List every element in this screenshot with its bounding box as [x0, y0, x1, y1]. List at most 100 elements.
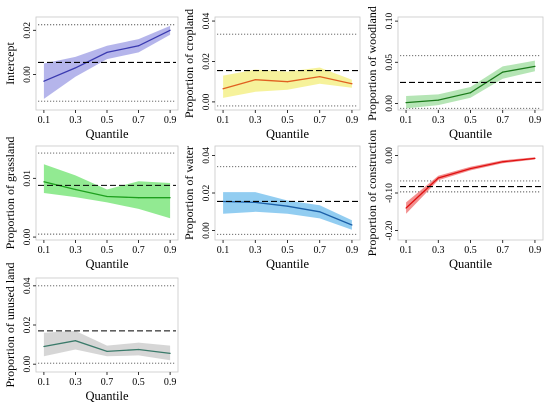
- chart-panel-5: 0.00 0.02 0.04 0.1 0.3 0.5 0.7 0.9 Proportion of…: [182, 145, 361, 271]
- y-tick-label: 0.00: [23, 356, 33, 373]
- x-tick-label: 0.5: [132, 377, 145, 388]
- chart-panel-3: 0.00 0.05 0.10 0.1 0.3 0.5 0.7 0.9 Proportion of…: [365, 6, 544, 141]
- data-point: [169, 197, 171, 199]
- y-axis-label: Proportion of cropland: [182, 9, 196, 118]
- x-tick-label: 0.1: [38, 245, 51, 256]
- y-tick-label: -0.10: [385, 183, 395, 203]
- y-axis-label: Proportion of water: [182, 146, 196, 240]
- x-tick-label: 0.1: [217, 245, 230, 256]
- y-tick-label: 0.04: [23, 277, 33, 294]
- chart-panel-7: 0.00 0.02 0.04 0.1 0.3 0.7 0.5 0.9 Proportion of…: [3, 263, 179, 403]
- x-tick-label: 0.1: [400, 115, 413, 126]
- x-tick-label: 0.5: [464, 245, 477, 256]
- data-point: [169, 352, 171, 354]
- y-tick-label: 0.00: [23, 66, 33, 83]
- data-point: [405, 101, 407, 104]
- x-tick-label: 0.7: [496, 245, 509, 256]
- x-tick-label: 0.3: [249, 245, 262, 256]
- x-axis-label: Quantile: [85, 257, 128, 271]
- x-tick-label: 0.5: [101, 115, 114, 126]
- y-axis-label: Proportion of unused land: [3, 263, 17, 388]
- y-tick-label: 0.04: [202, 12, 212, 29]
- confidence-band-1: [223, 67, 352, 98]
- x-tick-label: 0.5: [464, 115, 477, 126]
- x-tick-label: 0.1: [400, 245, 413, 256]
- x-tick-label: 0.3: [69, 245, 82, 256]
- y-tick-label: 0.02: [23, 22, 33, 39]
- data-point: [319, 211, 321, 213]
- data-point: [286, 205, 289, 207]
- data-point: [43, 345, 45, 348]
- y-tick-label: 0.02: [202, 53, 212, 70]
- x-tick-label: 0.9: [346, 115, 359, 126]
- data-point: [43, 80, 45, 82]
- x-tick-label: 0.3: [432, 245, 445, 256]
- data-point: [222, 88, 224, 90]
- data-point: [502, 161, 504, 163]
- chart-panel-4: 0.00 0.01 0.1 0.3 0.5 0.7 0.9 Proportion of gra…: [3, 137, 179, 271]
- x-tick-label: 0.9: [529, 115, 542, 126]
- data-point: [351, 224, 353, 226]
- x-axis-label: Quantile: [266, 257, 309, 271]
- y-tick-label: 0.00: [202, 93, 212, 110]
- x-tick-label: 0.5: [101, 245, 114, 256]
- y-tick-label: 0.00: [202, 222, 212, 239]
- data-point: [286, 81, 289, 83]
- data-point: [74, 67, 77, 69]
- chart-panel-2: 0.00 0.02 0.04 0.1 0.3 0.5 0.7 0.9 Proportion of…: [182, 9, 361, 141]
- x-axis-label: Quantile: [85, 389, 128, 403]
- y-axis-label: Proportion of woodland: [365, 6, 379, 121]
- y-tick-label: 0.01: [23, 170, 33, 187]
- data-point: [534, 65, 536, 67]
- y-tick-label: 0.00: [385, 147, 395, 164]
- data-point: [106, 51, 108, 54]
- data-point: [405, 207, 407, 209]
- x-tick-label: 0.7: [132, 245, 145, 256]
- data-point: [254, 79, 256, 81]
- data-point: [74, 188, 77, 191]
- y-tick-label: 0.00: [385, 95, 395, 112]
- y-tick-label: 0.00: [23, 229, 33, 246]
- x-tick-label: 0.7: [313, 245, 326, 256]
- data-point: [106, 350, 108, 353]
- plot-frame: [214, 16, 361, 111]
- x-tick-label: 0.3: [69, 377, 82, 388]
- chart-panel-1: 0.00 0.02 0.1 0.3 0.5 0.7 0.9 Intercept Quantile: [3, 16, 179, 141]
- x-axis-label: Quantile: [85, 127, 128, 141]
- y-tick-label: -0.20: [385, 220, 395, 240]
- x-tick-label: 0.3: [249, 115, 262, 126]
- y-tick-label: 0.02: [23, 316, 33, 333]
- x-tick-label: 0.5: [281, 115, 294, 126]
- data-point: [351, 83, 353, 85]
- confidence-band-1: [43, 330, 171, 361]
- x-tick-label: 0.1: [217, 115, 230, 126]
- y-axis-label: Intercept: [3, 42, 17, 85]
- y-tick-label: 0.02: [202, 184, 212, 201]
- x-tick-label: 0.7: [496, 115, 509, 126]
- data-point: [137, 348, 140, 351]
- y-axis-label: Proportion of construction: [365, 130, 379, 257]
- y-tick-label: 0.10: [385, 13, 395, 30]
- x-tick-label: 0.7: [101, 377, 114, 388]
- data-point: [169, 29, 171, 31]
- data-point: [437, 177, 439, 179]
- x-axis-label: Quantile: [449, 127, 492, 141]
- confidence-band-1: [43, 25, 171, 99]
- data-point: [74, 340, 77, 342]
- x-tick-label: 0.3: [69, 115, 82, 126]
- data-point: [106, 195, 108, 198]
- x-tick-label: 0.9: [346, 245, 359, 256]
- x-tick-label: 0.9: [164, 245, 177, 256]
- x-tick-label: 0.5: [281, 245, 294, 256]
- y-tick-label: 0.04: [202, 147, 212, 164]
- y-tick-label: 0.05: [385, 54, 395, 71]
- x-tick-label: 0.9: [164, 115, 177, 126]
- x-tick-label: 0.1: [38, 377, 51, 388]
- x-tick-label: 0.7: [132, 115, 145, 126]
- data-point: [137, 197, 140, 199]
- x-tick-label: 0.3: [432, 115, 445, 126]
- chart-panel-6: 0.00 -0.10 -0.20 0.1 0.3 0.5 0.7 0.9 Proportion …: [365, 130, 544, 271]
- data-point: [437, 99, 439, 101]
- x-tick-label: 0.9: [164, 377, 177, 388]
